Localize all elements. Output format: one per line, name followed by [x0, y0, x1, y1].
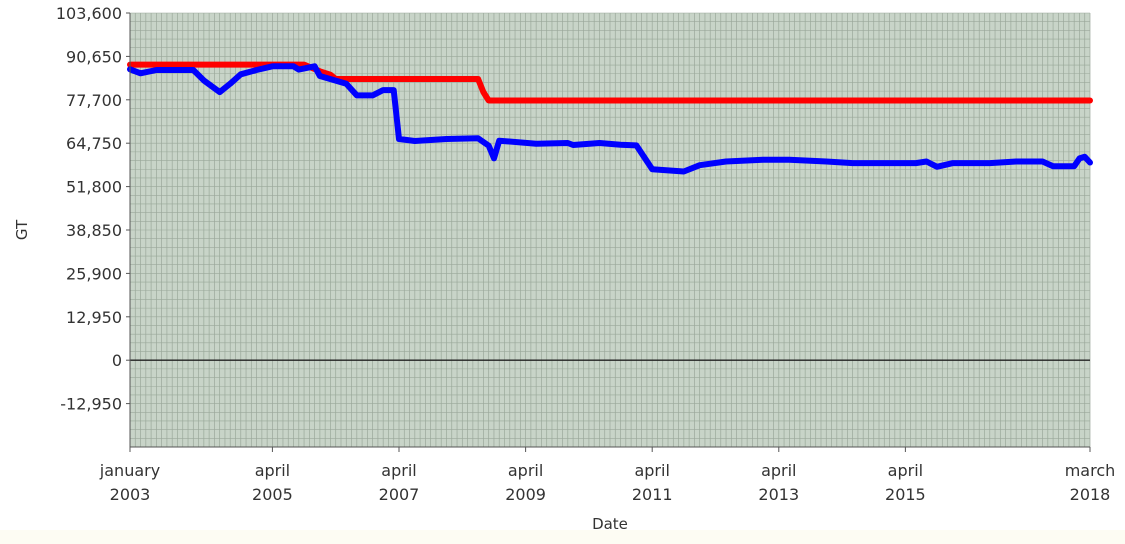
x-tick-label-month: april — [255, 461, 290, 480]
y-tick-label: -12,950 — [60, 395, 122, 414]
x-tick-label-year: 2013 — [758, 485, 799, 504]
y-tick-label: 64,750 — [66, 134, 122, 153]
y-axis-title: GT — [13, 219, 31, 240]
x-tick-label-year: 2007 — [379, 485, 420, 504]
x-tick-label-year: 2005 — [252, 485, 293, 504]
x-tick-label-year: 2003 — [110, 485, 151, 504]
x-tick-label-year: 2011 — [632, 485, 673, 504]
y-tick-label: 12,950 — [66, 308, 122, 327]
y-tick-label: 0 — [112, 351, 122, 370]
x-axis-ticks: january 2003 april 2005 april 2007 april 2009 ap… — [99, 447, 1115, 504]
x-tick-label-month: april — [761, 461, 796, 480]
bottom-strip — [0, 530, 1125, 544]
series-line-2 — [127, 63, 1093, 175]
y-tick-label: 90,650 — [66, 47, 122, 66]
y-tick-label: 51,800 — [66, 178, 122, 197]
x-axis-title: Date — [592, 515, 628, 533]
y-tick-label: 25,900 — [66, 264, 122, 283]
y-axis-ticks: 103,600 90,650 77,700 64,750 51,800 38,850 25,… — [56, 4, 130, 414]
x-tick-label-month: april — [888, 461, 923, 480]
x-tick-label-year: 2018 — [1070, 485, 1111, 504]
y-tick-label: 38,850 — [66, 221, 122, 240]
x-tick-label-month: april — [634, 461, 669, 480]
y-tick-label: 103,600 — [56, 4, 122, 23]
x-tick-label-month: april — [381, 461, 416, 480]
x-tick-label-year: 2009 — [505, 485, 546, 504]
x-tick-label-year: 2015 — [885, 485, 926, 504]
x-tick-label-month: april — [508, 461, 543, 480]
x-tick-label-month: march — [1065, 461, 1116, 480]
y-tick-label: 77,700 — [66, 91, 122, 110]
horizontal-gridlines — [130, 12, 1090, 448]
series-layer — [127, 61, 1093, 175]
x-tick-label-month: january — [99, 461, 160, 480]
